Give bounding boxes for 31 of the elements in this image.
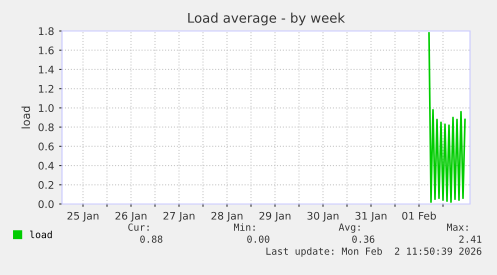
- y-tick-label: 0.6: [38, 142, 54, 150]
- y-tick-label: 0.2: [38, 181, 54, 189]
- x-tick-label: 29 Jan: [259, 212, 290, 222]
- y-tick-label: 1.0: [38, 104, 54, 112]
- text: Max:: [446, 224, 468, 231]
- text: 0.88: [140, 235, 162, 243]
- y-tick-label: 0.0: [38, 200, 54, 208]
- text: 2.41: [459, 235, 482, 243]
- y-tick-label: 1.8: [38, 27, 54, 36]
- chart-title: Load average - by week: [188, 12, 345, 26]
- text: Min:: [234, 223, 255, 231]
- legend-label: load: [30, 230, 52, 238]
- x-tick-label: 26 Jan: [115, 212, 146, 222]
- x-tick-label: 28 Jan: [211, 212, 242, 222]
- y-tick-label: 0.4: [38, 162, 54, 170]
- x-tick-label: 31 Jan: [355, 212, 386, 222]
- x-tick-label: 27 Jan: [163, 212, 194, 222]
- y-tick-label: 1.4: [38, 66, 54, 74]
- text: Avg:: [338, 224, 360, 233]
- text: Cur:: [128, 223, 149, 231]
- y-axis-title: load: [21, 106, 30, 128]
- text: 0.36: [352, 235, 374, 243]
- text: Last update: Mon Feb 2 11:50:39 2026: [266, 247, 482, 257]
- y-tick-label: 1.2: [38, 84, 54, 93]
- x-tick-label: 30 Jan: [307, 212, 338, 222]
- x-tick-label: 25 Jan: [67, 212, 98, 222]
- text: 0.00: [247, 235, 270, 243]
- line-series: [428, 32, 466, 203]
- y-tick-label: 1.6: [38, 46, 54, 54]
- x-tick-label: 01 Feb: [402, 212, 436, 220]
- y-tick-label: 0.8: [38, 123, 54, 132]
